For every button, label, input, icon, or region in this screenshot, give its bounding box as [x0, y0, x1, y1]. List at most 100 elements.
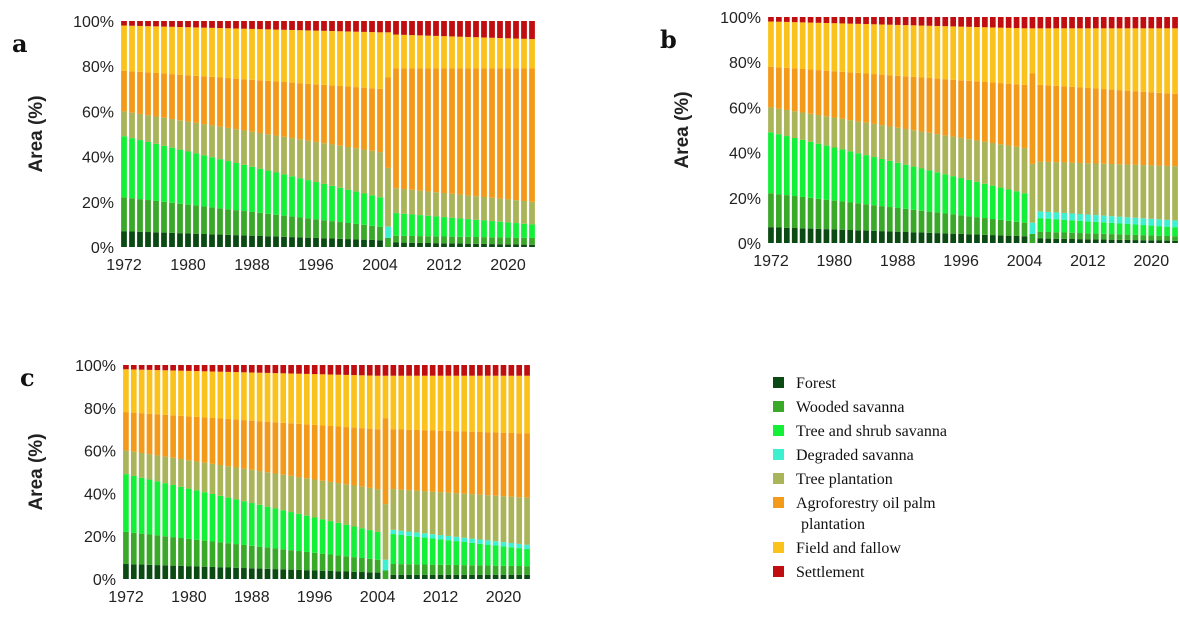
bar-a-2014-settlement: [457, 21, 463, 37]
bar-c-1977-plantation: [162, 456, 169, 484]
bar-b-1972-treeshrub: [768, 132, 774, 194]
bar-c-1984-wooded: [217, 542, 224, 568]
bar-a-2015-settlement: [465, 21, 471, 37]
bar-b-2016-agro: [1116, 90, 1123, 165]
bar-c-1975-treeshrub: [146, 479, 153, 535]
bar-b-1973-settlement: [776, 17, 782, 22]
bar-c-2015-degraded: [461, 537, 467, 542]
bar-b-2012-forest: [1085, 239, 1091, 243]
bar-b-1975-settlement: [791, 17, 798, 23]
bar-a-2015-field: [465, 36, 471, 69]
bar-b-1974-forest: [783, 227, 790, 244]
bar-b-1985-settlement: [871, 17, 877, 25]
bar-a-2000-agro: [345, 86, 351, 147]
bar-a-1993-treeshrub: [289, 176, 295, 217]
bar-a-2004-forest: [377, 240, 383, 247]
bar-b-1988-agro: [894, 75, 901, 128]
bar-b-2002-field: [1005, 27, 1012, 84]
bar-b-1988-settlement: [894, 17, 901, 25]
bar-c-1973-wooded: [130, 532, 137, 565]
bar-a-2020-settlement: [505, 21, 511, 39]
bar-a-1976-plantation: [153, 116, 159, 144]
bar-c-2021-settlement: [508, 365, 515, 376]
bar-c-1980-plantation: [186, 460, 192, 489]
bar-b-2010-field: [1069, 28, 1075, 87]
bar-a-1972-forest: [121, 231, 127, 247]
bar-b-1980-agro: [831, 71, 838, 118]
bar-c-1985-agro: [225, 419, 232, 467]
bar-a-1983-plantation: [209, 125, 215, 158]
bar-c-2021-agro: [508, 432, 515, 497]
bar-c-2017-degraded: [477, 539, 483, 544]
bar-a-2015-treeshrub: [465, 219, 471, 237]
bar-a-1987-wooded: [241, 211, 247, 236]
bar-b-2023-settlement: [1172, 17, 1178, 29]
bar-b-1976-forest: [799, 228, 806, 243]
bar-c-2012-plantation: [437, 492, 444, 536]
bar-c-1999-agro: [335, 426, 342, 484]
bar-b-1991-treeshrub: [918, 168, 925, 211]
bar-c-2003-field: [366, 375, 373, 429]
bar-a-1994-agro: [297, 83, 303, 140]
bar-b-2023-degraded: [1172, 220, 1178, 228]
bar-b-2012-plantation: [1085, 163, 1091, 215]
x-tick-label-a: 2020: [490, 257, 526, 274]
bar-b-2021-plantation: [1156, 165, 1163, 220]
bar-a-2002-plantation: [361, 149, 367, 194]
bar-a-2013-treeshrub: [449, 217, 455, 237]
bar-b-2012-agro: [1085, 87, 1091, 164]
bar-b-1997-treeshrub: [966, 179, 972, 217]
bar-a-1999-wooded: [337, 222, 343, 239]
bar-b-2005-degraded: [1029, 222, 1036, 234]
bar-c-1990-forest: [264, 568, 271, 580]
bar-a-1977-forest: [161, 232, 167, 247]
bar-b-1993-agro: [934, 78, 941, 135]
bar-b-2014-field: [1100, 28, 1107, 90]
bar-a-2022-forest: [521, 244, 527, 247]
bar-c-1988-field: [248, 372, 255, 421]
bar-a-2023-settlement: [529, 21, 535, 40]
bar-b-2019-plantation: [1140, 165, 1147, 219]
bar-b-2020-degraded: [1148, 218, 1155, 226]
bar-c-2011-degraded: [429, 534, 436, 539]
y-tick-label-a: 20%: [82, 195, 114, 212]
bar-a-2015-wooded: [465, 236, 471, 244]
bar-c-2007-settlement: [398, 365, 405, 376]
bar-c-2009-wooded: [414, 564, 420, 575]
bar-b-1987-settlement: [886, 17, 893, 25]
x-tick-label-b: 2020: [1134, 253, 1170, 270]
bar-b-2022-forest: [1164, 240, 1170, 243]
bar-c-2000-wooded: [343, 556, 349, 572]
bar-c-1979-settlement: [178, 365, 184, 371]
bar-b-1999-treeshrub: [982, 183, 988, 219]
bar-b-1977-agro: [807, 69, 814, 114]
bar-b-1990-field: [910, 25, 917, 77]
bar-b-1972-forest: [768, 227, 774, 243]
bar-b-1988-treeshrub: [894, 162, 901, 208]
bar-b-1992-treeshrub: [926, 170, 933, 212]
bar-a-1997-wooded: [321, 220, 327, 239]
bar-b-2004-settlement: [1021, 17, 1028, 29]
bar-a-2008-plantation: [409, 189, 415, 215]
bar-c-1984-plantation: [217, 465, 224, 496]
bar-b-2003-plantation: [1013, 146, 1020, 192]
bar-b-2001-settlement: [997, 17, 1004, 28]
bar-c-1972-forest: [123, 564, 129, 579]
bar-a-1984-forest: [217, 234, 223, 247]
bar-c-2002-forest: [359, 572, 365, 579]
bar-b-1991-settlement: [918, 17, 925, 26]
bar-a-1987-field: [241, 28, 247, 80]
bar-c-1992-field: [280, 373, 287, 423]
bar-c-2022-treeshrub: [516, 548, 523, 567]
bar-c-1992-plantation: [280, 474, 287, 511]
bar-b-2013-agro: [1092, 88, 1099, 164]
bar-c-1986-plantation: [233, 467, 239, 500]
bar-b-2020-treeshrub: [1148, 225, 1155, 236]
bar-a-1972-field: [121, 25, 127, 71]
bar-a-1978-agro: [169, 74, 175, 120]
x-tick-label-a: 2012: [426, 257, 462, 274]
bar-b-1995-agro: [950, 79, 957, 137]
bar-b-1998-field: [974, 27, 980, 82]
bar-a-2018-forest: [489, 244, 495, 247]
bar-c-2007-agro: [398, 429, 405, 490]
